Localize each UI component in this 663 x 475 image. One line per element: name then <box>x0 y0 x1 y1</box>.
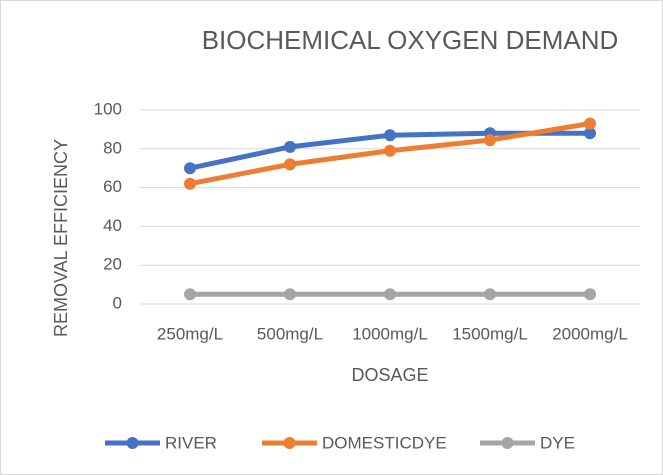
x-tick-label: 500mg/L <box>257 324 323 343</box>
legend-marker <box>501 437 514 449</box>
series-marker <box>184 177 196 190</box>
series-marker <box>484 134 496 147</box>
series-marker <box>584 117 596 130</box>
x-tick-label: 1500mg/L <box>452 324 528 343</box>
x-tick-label: 1000mg/L <box>352 324 428 343</box>
x-tick-label: 2000mg/L <box>552 324 628 343</box>
y-tick-label: 60 <box>103 177 122 196</box>
y-tick-label: 40 <box>103 216 122 235</box>
legend-label: DOMESTICDYE <box>322 433 447 452</box>
series-marker <box>284 158 296 171</box>
series-marker <box>384 129 396 142</box>
y-tick-label: 0 <box>113 293 122 312</box>
legend-label: DYE <box>540 433 575 452</box>
y-axis-label: REMOVAL EFFICIENCY <box>51 139 71 337</box>
legend-marker <box>283 437 296 449</box>
series-marker <box>384 288 396 301</box>
series-marker <box>584 127 596 140</box>
y-tick-label: 80 <box>103 138 122 157</box>
y-tick-label: 20 <box>103 255 122 274</box>
series-marker <box>184 288 196 301</box>
series-marker <box>284 288 296 301</box>
series-marker <box>284 140 296 153</box>
x-axis-label: DOSAGE <box>351 365 428 385</box>
series-marker <box>584 288 596 301</box>
legend-marker <box>126 437 139 449</box>
series-marker <box>384 144 396 157</box>
series-marker <box>184 162 196 175</box>
legend-label: RIVER <box>165 433 217 452</box>
y-tick-label: 100 <box>94 99 122 118</box>
x-tick-label: 250mg/L <box>157 324 223 343</box>
series-marker <box>484 288 496 301</box>
chart-title: BIOCHEMICAL OXYGEN DEMAND <box>202 25 619 55</box>
